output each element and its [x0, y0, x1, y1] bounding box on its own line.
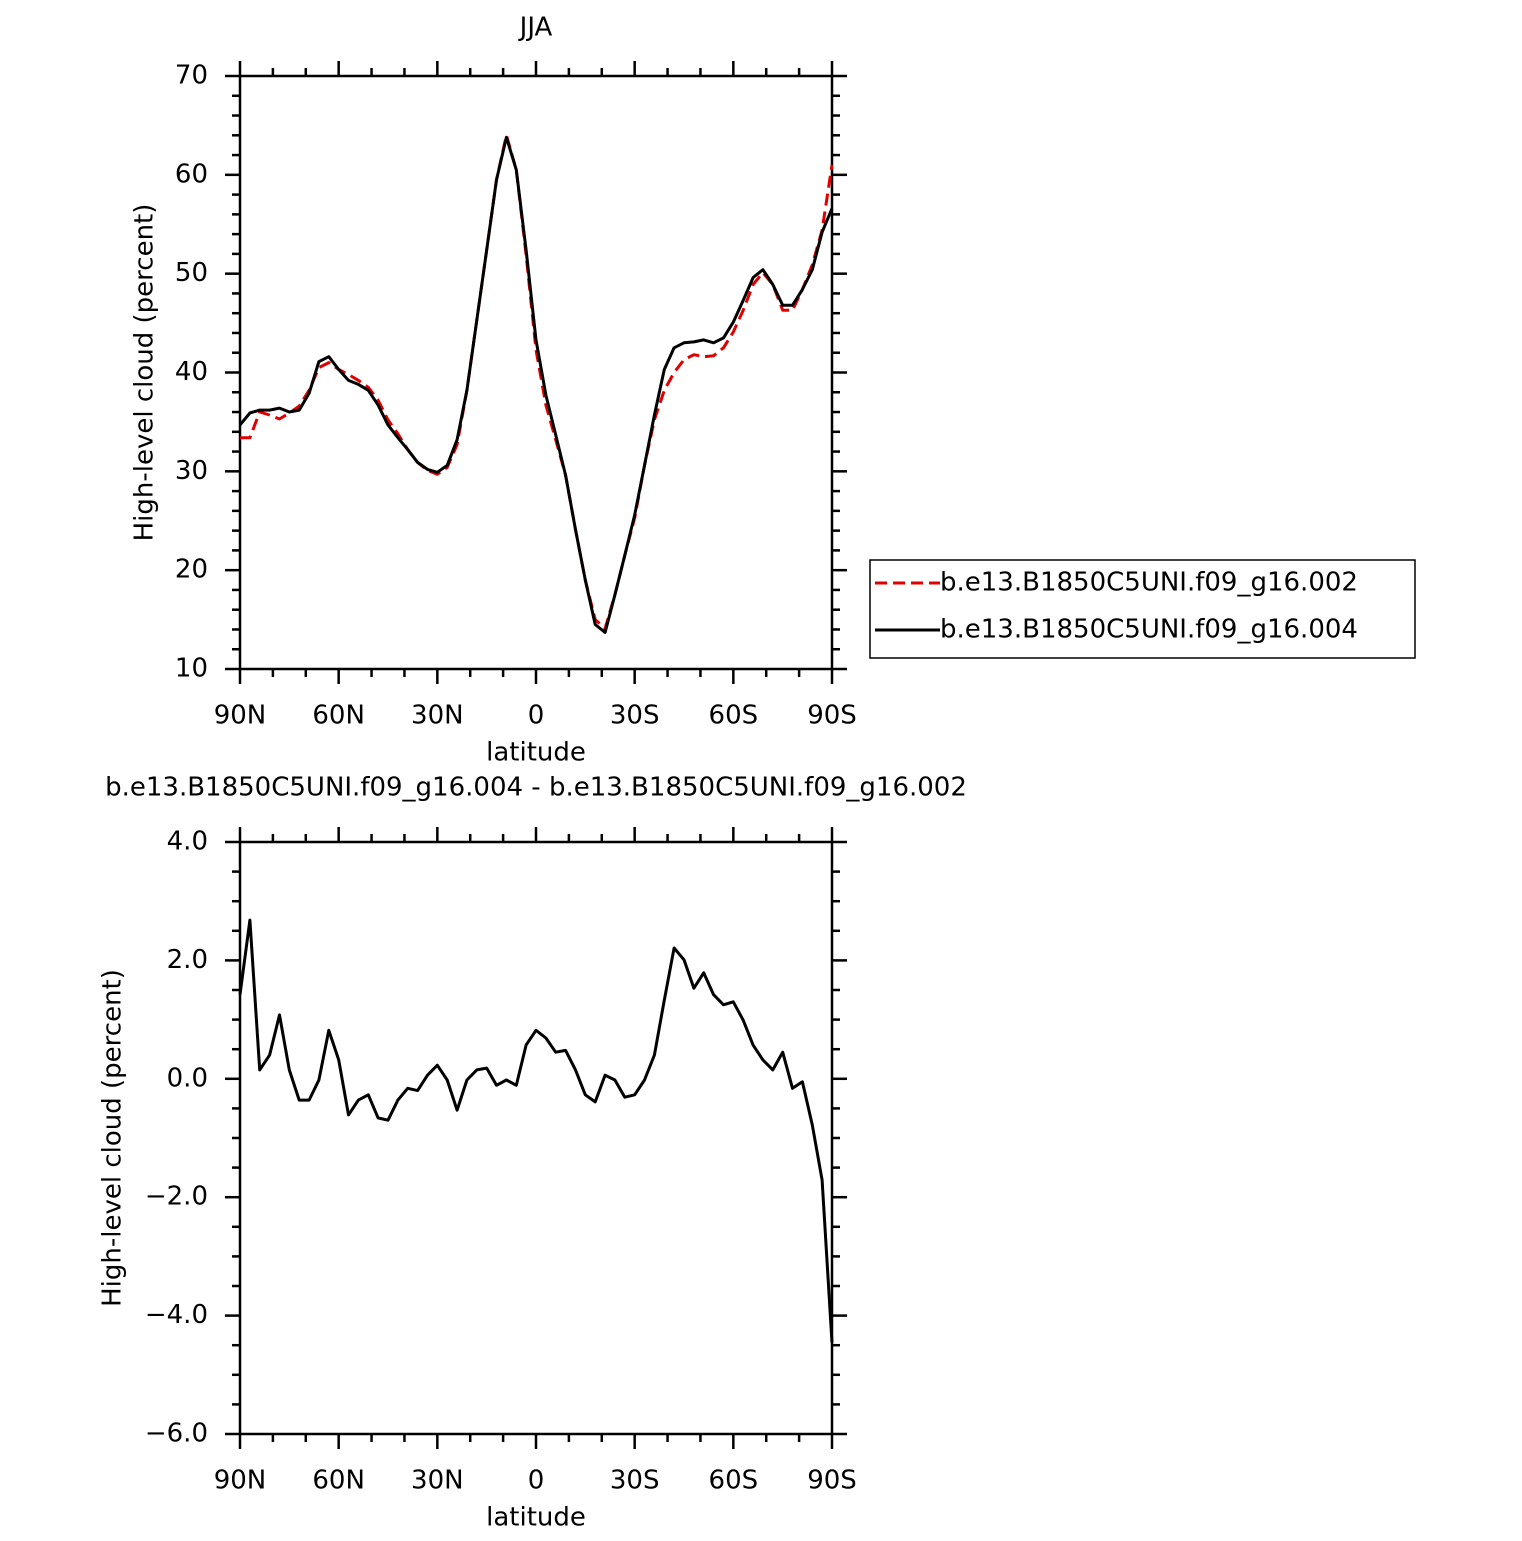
y-axis-label: High-level cloud (percent)	[98, 969, 128, 1307]
y-tick-label: −4.0	[145, 1300, 208, 1330]
x-tick-label: 30S	[610, 701, 660, 731]
y-tick-label: 10	[175, 654, 208, 684]
x-tick-label: 90S	[807, 1466, 857, 1496]
legend-label: b.e13.B1850C5UNI.f09_g16.002	[940, 568, 1358, 598]
y-tick-label: 60	[175, 159, 208, 189]
x-axis-label: latitude	[486, 1503, 586, 1533]
y-tick-label: 30	[175, 456, 208, 486]
x-tick-label: 90S	[807, 701, 857, 731]
x-axis-label: latitude	[486, 738, 586, 768]
y-tick-label: −6.0	[145, 1419, 208, 1449]
data-line	[238, 918, 834, 1343]
y-tick-label: 2.0	[167, 945, 208, 975]
y-tick-label: 0.0	[167, 1063, 208, 1093]
data-line	[238, 135, 834, 634]
x-tick-label: 60S	[709, 1466, 759, 1496]
legend-label: b.e13.B1850C5UNI.f09_g16.004	[940, 615, 1358, 645]
x-tick-label: 90N	[214, 701, 267, 731]
y-axis-label: High-level cloud (percent)	[130, 204, 160, 542]
y-tick-label: 50	[175, 258, 208, 288]
y-tick-label: 40	[175, 357, 208, 387]
x-tick-label: 60N	[312, 701, 365, 731]
x-tick-label: 0	[528, 1466, 545, 1496]
x-tick-label: 0	[528, 701, 545, 731]
y-tick-label: 4.0	[167, 827, 208, 857]
x-tick-label: 60S	[709, 701, 759, 731]
plot-frame	[238, 840, 834, 1436]
y-tick-label: 20	[175, 555, 208, 585]
x-tick-label: 90N	[214, 1466, 267, 1496]
x-tick-label: 60N	[312, 1466, 365, 1496]
chart-title: JJA	[518, 13, 553, 43]
data-line	[240, 133, 834, 630]
legend-box	[869, 559, 1416, 659]
x-tick-label: 30S	[610, 1466, 660, 1496]
y-tick-label: 70	[175, 61, 208, 91]
x-tick-label: 30N	[411, 1466, 464, 1496]
y-tick-label: −2.0	[145, 1182, 208, 1212]
chart-title: b.e13.B1850C5UNI.f09_g16.004 - b.e13.B18…	[105, 773, 967, 803]
plot-frame	[238, 74, 834, 671]
x-tick-label: 30N	[411, 701, 464, 731]
